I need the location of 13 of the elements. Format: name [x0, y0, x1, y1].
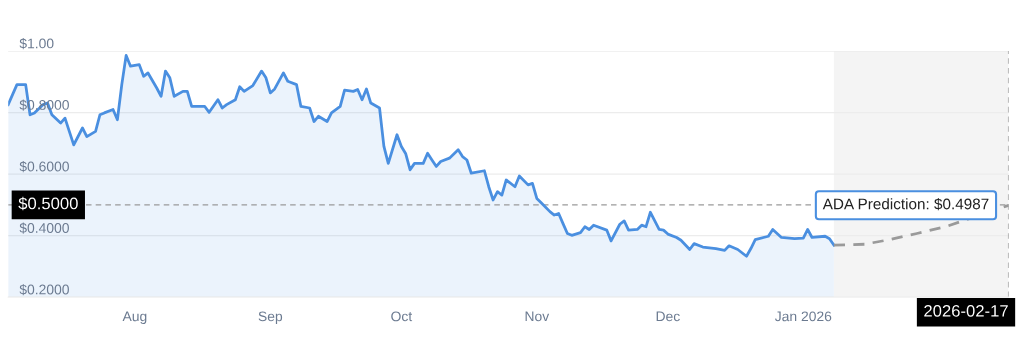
x-tick-label: Nov: [525, 311, 550, 322]
x-tick-label: Jan 2026: [774, 311, 832, 322]
annotation: ADA Prediction: $0.4987: [822, 197, 989, 211]
x-tick-label: Sep: [258, 311, 283, 324]
x-tick-label: Oct: [391, 311, 413, 322]
ref-line-label: $0.5000: [18, 196, 78, 211]
y-tick-label: $0.6000: [19, 160, 69, 173]
ref-line-label: 2026-02-17: [924, 304, 1008, 317]
y-tick-label: $0.4000: [19, 222, 69, 234]
y-tick-label: $0.2000: [19, 283, 69, 296]
x-tick-label: Dec: [656, 311, 680, 322]
y-tick-label: $1.00: [19, 37, 54, 50]
x-tick-label: Aug: [122, 311, 147, 324]
